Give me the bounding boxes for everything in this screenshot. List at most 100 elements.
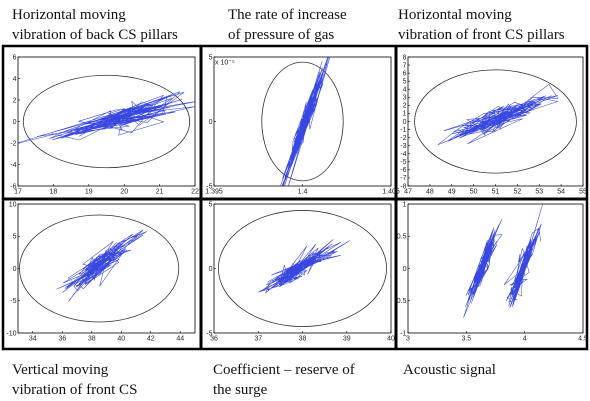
x-tick-label: 17 bbox=[14, 189, 22, 196]
y-tick-label: -3 bbox=[400, 143, 406, 150]
x-tick-label: 50 bbox=[470, 189, 478, 196]
y-tick-label: -0.5 bbox=[394, 298, 406, 305]
plot-2: 1.395 1.4 1.405 5 0 -5 x 10⁻⁵ bbox=[205, 54, 400, 196]
x-tick-label: 47 bbox=[404, 189, 412, 196]
x-tick-label: 18 bbox=[50, 189, 58, 196]
plot-axes-box bbox=[407, 203, 584, 334]
y-tick-label: 4 bbox=[13, 76, 17, 83]
y-tick-label: -5 bbox=[206, 330, 212, 337]
x-tick-label: 1.405 bbox=[382, 189, 400, 196]
x-tick-label: 4.5 bbox=[578, 336, 588, 343]
x-tick-label: 39 bbox=[343, 336, 351, 343]
bounding-ellipse bbox=[414, 69, 577, 174]
bounding-ellipse bbox=[19, 214, 180, 323]
y-tick-label: 1 bbox=[403, 201, 407, 208]
x-tick-label: 20 bbox=[120, 189, 128, 196]
plot-4: 34 36 38 40 42 44 10 5 0 -5 -10 bbox=[6, 201, 196, 343]
y-tick-label: 3 bbox=[403, 95, 407, 102]
x-tick-label: 1.395 bbox=[205, 189, 223, 196]
y-tick-label: -2 bbox=[400, 135, 406, 142]
trajectory-trace bbox=[18, 91, 195, 144]
caption-surge-coefficient: Coefficient – reserve of the surge bbox=[213, 362, 355, 398]
x-tick-label: 55 bbox=[579, 189, 587, 196]
caption-gas-pressure-rate: The rate of increase of pressure of gas bbox=[228, 7, 347, 43]
plot-5: 36 37 38 39 40 5 0 -5 bbox=[206, 201, 395, 342]
x-tick-label: 51 bbox=[492, 189, 500, 196]
plot-3: 47 48 49 50 51 52 53 54 55876543210-1-2-3-4-5-6-… bbox=[400, 54, 587, 195]
y-tick-label: 0 bbox=[13, 119, 17, 126]
caption-front-cs-horizontal: Horizontal moving vibration of front CS … bbox=[398, 7, 565, 43]
y-tick-label: 8 bbox=[403, 54, 407, 61]
y-tick-label: 0 bbox=[209, 119, 213, 126]
trajectory-trace bbox=[258, 239, 351, 294]
y-tick-label: 2 bbox=[403, 103, 407, 110]
x-tick-label: 4 bbox=[523, 336, 527, 343]
trajectory-trace bbox=[56, 229, 148, 302]
y-tick-label: -7 bbox=[400, 175, 406, 182]
y-tick-label: -5 bbox=[400, 159, 406, 166]
y-tick-label: 0 bbox=[13, 266, 17, 273]
y-tick-label: 0 bbox=[209, 266, 213, 273]
x-tick-label: 40 bbox=[117, 336, 125, 343]
x-tick-label: 38 bbox=[88, 336, 96, 343]
y-tick-label: 10 bbox=[9, 201, 17, 208]
x-tick-label: 42 bbox=[147, 336, 155, 343]
y-tick-label: 6 bbox=[13, 54, 17, 61]
y-tick-label: -2 bbox=[10, 140, 16, 147]
x-tick-label: 3 bbox=[406, 336, 410, 343]
x-tick-label: 40 bbox=[387, 336, 395, 343]
y-tick-label: 7 bbox=[403, 62, 407, 69]
x-tick-label: 37 bbox=[254, 336, 262, 343]
trajectory-trace bbox=[437, 83, 559, 146]
x-tick-label: 38 bbox=[299, 336, 307, 343]
y-tick-label: 5 bbox=[403, 78, 407, 85]
bounding-ellipse bbox=[261, 61, 344, 182]
y-tick-label: -10 bbox=[6, 330, 16, 337]
x-tick-label: 3.5 bbox=[461, 336, 471, 343]
y-tick-label: -5 bbox=[10, 298, 16, 305]
x-tick-label: 48 bbox=[426, 189, 434, 196]
y-tick-label: -1 bbox=[400, 330, 406, 337]
x-tick-label: 34 bbox=[29, 336, 37, 343]
y-tick-label: 1 bbox=[403, 111, 407, 118]
trajectory-trace bbox=[463, 204, 543, 318]
y-tick-label: 6 bbox=[403, 70, 407, 77]
y-tick-label: 5 bbox=[209, 54, 213, 61]
y-tick-label: -5 bbox=[206, 183, 212, 190]
y-tick-label: 2 bbox=[13, 97, 17, 104]
x-tick-label: 36 bbox=[58, 336, 66, 343]
caption-acoustic-signal: Acoustic signal bbox=[403, 362, 496, 378]
bounding-ellipse bbox=[218, 210, 387, 327]
bounding-ellipse bbox=[22, 74, 191, 169]
x-tick-label: 49 bbox=[448, 189, 456, 196]
caption-back-cs-horizontal: Horizontal moving vibration of back CS p… bbox=[12, 7, 178, 43]
y-tick-label: 0 bbox=[403, 266, 407, 273]
x-tick-label: 21 bbox=[156, 189, 164, 196]
plot-axes-box bbox=[17, 203, 196, 334]
plot-6: 3 3.5 4 4.5 1 0.5 0 -0.5 -1 bbox=[394, 201, 588, 343]
y-tick-label: -1 bbox=[400, 127, 406, 134]
y-tick-label: 0 bbox=[403, 119, 407, 126]
y-tick-label: 5 bbox=[209, 201, 213, 208]
y-tick-label: -4 bbox=[400, 151, 406, 158]
x-tick-label: 19 bbox=[85, 189, 93, 196]
x-tick-label: 52 bbox=[513, 189, 521, 196]
y-tick-label: -6 bbox=[10, 183, 16, 190]
y-exponent-label: x 10⁻⁵ bbox=[215, 60, 235, 67]
y-tick-label: -8 bbox=[400, 183, 406, 190]
trajectory-trace bbox=[280, 57, 331, 186]
x-tick-label: 22 bbox=[191, 189, 199, 196]
y-tick-label: 0.5 bbox=[397, 234, 407, 241]
y-tick-label: -4 bbox=[10, 162, 16, 169]
x-tick-label: 36 bbox=[210, 336, 218, 343]
y-tick-label: 5 bbox=[13, 234, 17, 241]
x-tick-label: 53 bbox=[535, 189, 543, 196]
x-tick-label: 54 bbox=[557, 189, 565, 196]
y-tick-label: 4 bbox=[403, 87, 407, 94]
y-tick-label: -6 bbox=[400, 167, 406, 174]
caption-front-cs-vertical: Vertical moving vibration of front CS bbox=[12, 362, 138, 398]
x-tick-label: 44 bbox=[176, 336, 184, 343]
x-tick-label: 1.4 bbox=[298, 189, 308, 196]
